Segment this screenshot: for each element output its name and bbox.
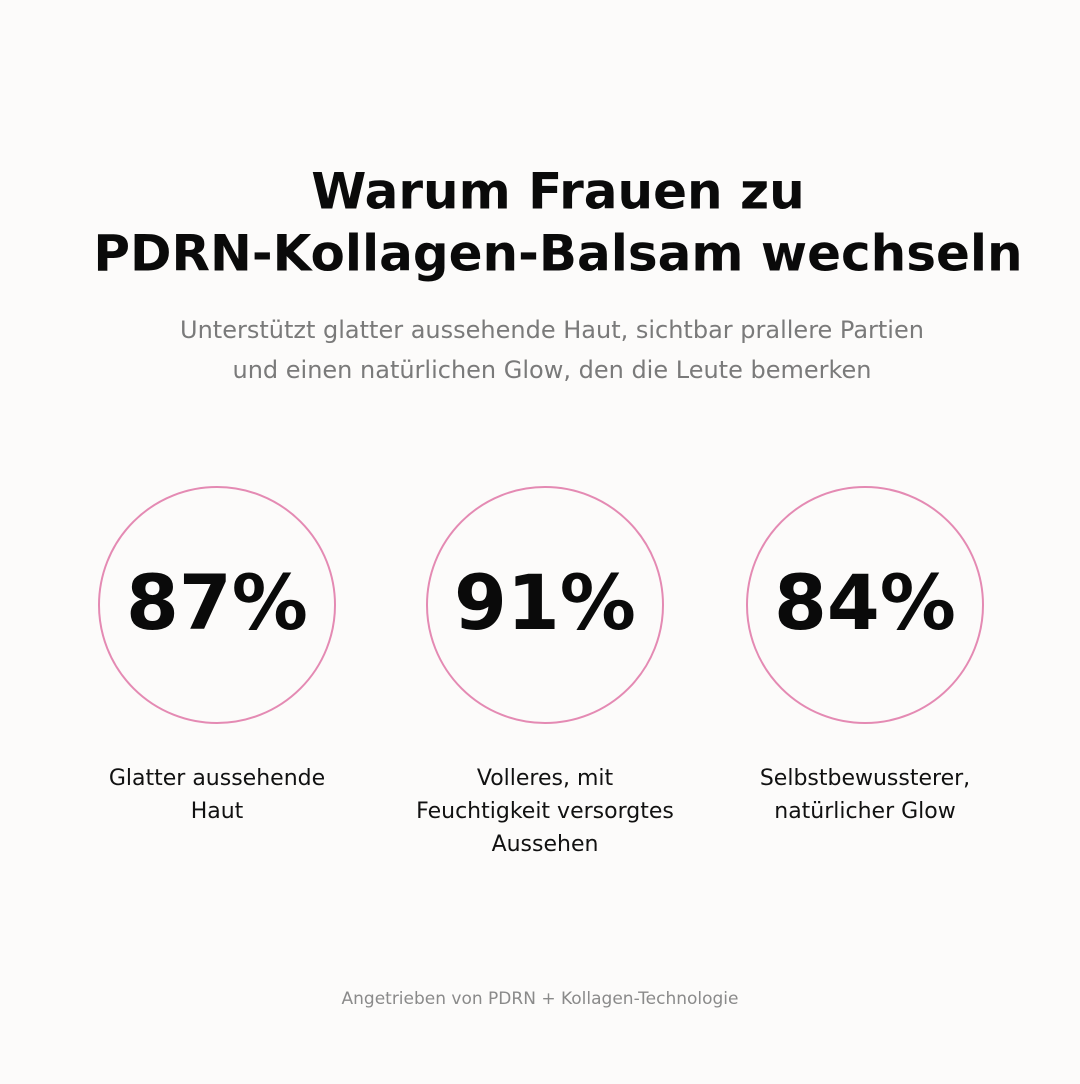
stat-label: natürlicher Glow — [774, 799, 956, 824]
title-line: Warum Frauen zu — [311, 163, 804, 221]
stat-label: Volleres, mit — [477, 766, 614, 791]
stat-value: 87% — [126, 558, 308, 647]
stat-value: 84% — [774, 558, 956, 647]
stat-circle — [746, 486, 984, 724]
stat-label: Selbstbewussterer, — [760, 766, 970, 791]
title-line: PDRN-Kollagen-Balsam wechseln — [93, 225, 1022, 283]
stat-circle — [426, 486, 664, 724]
stat-value: 91% — [454, 558, 636, 647]
footer: Angetrieben von PDRN + Kollagen-Technolo… — [342, 989, 739, 1009]
subtitle-line: Unterstützt glatter aussehende Haut, sic… — [180, 316, 924, 344]
stat-circle — [98, 486, 336, 724]
stat-label: Aussehen — [492, 832, 599, 857]
stat-label: Haut — [191, 799, 244, 824]
stat-label: Feuchtigkeit versorgtes — [416, 799, 674, 824]
subtitle-line: und einen natürlichen Glow, den die Leut… — [232, 356, 871, 384]
stat-label: Glatter aussehende — [109, 766, 325, 791]
